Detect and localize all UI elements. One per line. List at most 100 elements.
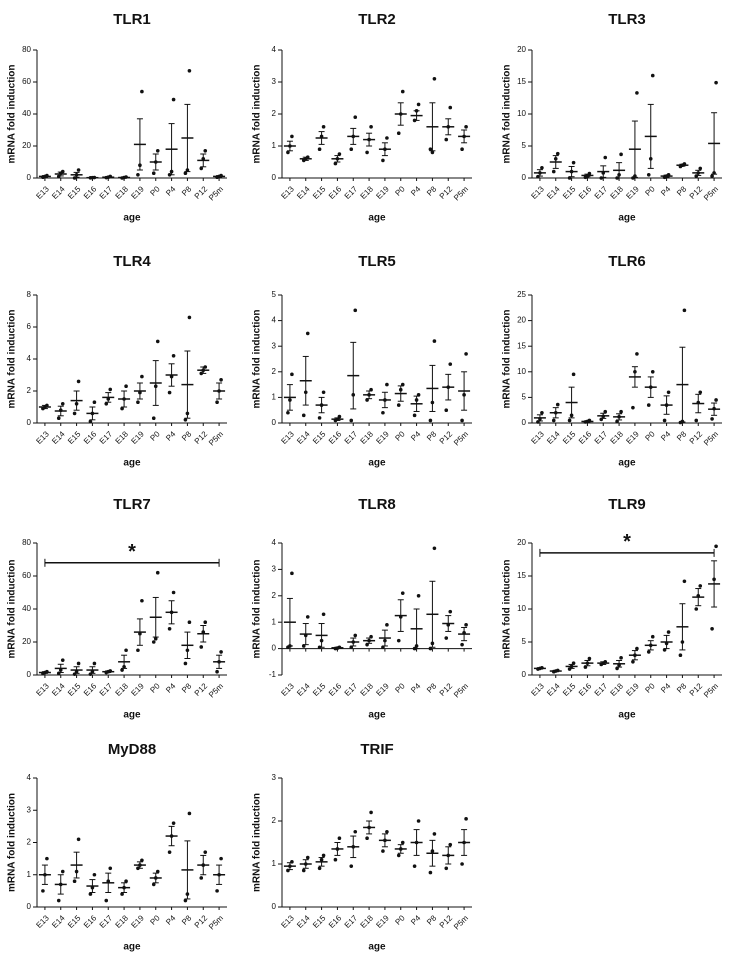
data-point <box>617 173 621 177</box>
y-tick-label: 3 <box>272 565 277 574</box>
x-tick-label: P5m <box>702 184 720 202</box>
data-point <box>155 339 160 344</box>
data-point <box>90 885 95 890</box>
data-point <box>185 168 190 172</box>
data-point <box>540 665 544 670</box>
x-tick-label: E14 <box>295 913 312 930</box>
data-point <box>678 653 683 657</box>
y-tick-label: 1 <box>272 859 277 868</box>
data-point <box>696 400 701 405</box>
data-point <box>321 612 326 617</box>
data-point <box>199 166 204 171</box>
data-point <box>714 544 718 549</box>
data-point <box>400 840 405 845</box>
data-point <box>553 410 558 415</box>
data-point <box>151 882 156 887</box>
data-point <box>571 372 576 377</box>
data-point <box>385 829 389 834</box>
x-tick-label: E18 <box>114 429 131 446</box>
x-tick-label: E16 <box>327 429 344 446</box>
x-tick-label: E19 <box>624 681 641 698</box>
x-tick-label: P8 <box>675 429 689 443</box>
data-point <box>76 379 81 384</box>
data-point <box>92 400 97 405</box>
data-point <box>569 413 574 418</box>
x-tick-label: P4 <box>409 429 423 443</box>
y-tick-label: 2 <box>272 109 277 118</box>
data-point <box>619 656 623 660</box>
data-point <box>540 410 544 415</box>
data-point <box>183 898 188 903</box>
x-tick-label: P0 <box>643 184 657 198</box>
x-tick-label: P8 <box>675 184 689 198</box>
data-point <box>151 171 156 175</box>
data-point <box>666 173 671 177</box>
y-tick-label: 1 <box>27 870 32 879</box>
data-point <box>288 144 292 148</box>
data-point <box>45 173 49 178</box>
data-point <box>136 173 140 177</box>
data-point <box>155 869 160 874</box>
x-tick-label: E18 <box>114 184 131 201</box>
data-point <box>76 661 81 666</box>
data-point <box>92 175 97 180</box>
y-axis-label: mRNA fold induction <box>502 559 513 658</box>
data-point <box>167 173 172 177</box>
y-tick-label: 0 <box>272 902 277 911</box>
data-point <box>603 660 608 664</box>
data-point <box>448 362 453 366</box>
data-point <box>88 419 93 424</box>
y-tick-label: 20 <box>517 316 526 325</box>
y-tick-label: 8 <box>27 290 32 299</box>
data-point <box>615 176 619 180</box>
data-point <box>538 171 542 175</box>
data-point <box>555 151 560 156</box>
data-point <box>58 408 63 413</box>
data-point <box>201 630 206 634</box>
data-point <box>650 370 655 374</box>
x-tick-label: P4 <box>409 184 423 198</box>
y-tick-label: 0 <box>522 670 527 679</box>
x-tick-label: E17 <box>98 429 115 446</box>
data-point <box>633 370 637 374</box>
data-point <box>337 645 342 650</box>
data-point <box>696 594 701 598</box>
data-point <box>710 174 714 178</box>
y-tick-label: 20 <box>22 637 31 646</box>
data-point <box>712 577 716 582</box>
x-tick-label: E16 <box>327 913 344 930</box>
data-point <box>631 405 635 410</box>
data-point <box>319 134 324 139</box>
y-tick-label: 60 <box>22 571 31 580</box>
data-point <box>648 385 653 389</box>
x-tick-label: P5m <box>207 429 225 447</box>
data-point <box>203 149 208 153</box>
data-point <box>303 862 308 866</box>
data-point <box>662 418 667 423</box>
data-point <box>694 607 699 611</box>
y-axis-label: mRNA fold induction <box>502 309 513 408</box>
x-tick-label: E13 <box>279 429 296 446</box>
data-point <box>367 137 371 142</box>
x-tick-label: E18 <box>609 429 626 446</box>
data-point <box>460 862 464 866</box>
panel-title: TLR8 <box>358 496 396 513</box>
data-point <box>136 866 140 871</box>
data-point <box>603 409 608 414</box>
x-tick-label: E15 <box>66 429 83 446</box>
data-point <box>108 387 113 392</box>
x-axis-label: age <box>123 710 141 721</box>
x-tick-label: E19 <box>374 429 391 446</box>
data-point <box>167 390 172 395</box>
data-point <box>460 418 464 423</box>
significance-star: * <box>128 541 136 563</box>
data-point <box>56 671 61 676</box>
x-tick-label: P8 <box>180 913 194 927</box>
data-point <box>396 403 401 407</box>
x-tick-label: P0 <box>393 681 407 695</box>
data-point <box>301 413 306 418</box>
data-point <box>122 885 126 890</box>
data-point <box>217 660 221 664</box>
data-point <box>58 882 63 887</box>
data-point <box>335 157 340 161</box>
